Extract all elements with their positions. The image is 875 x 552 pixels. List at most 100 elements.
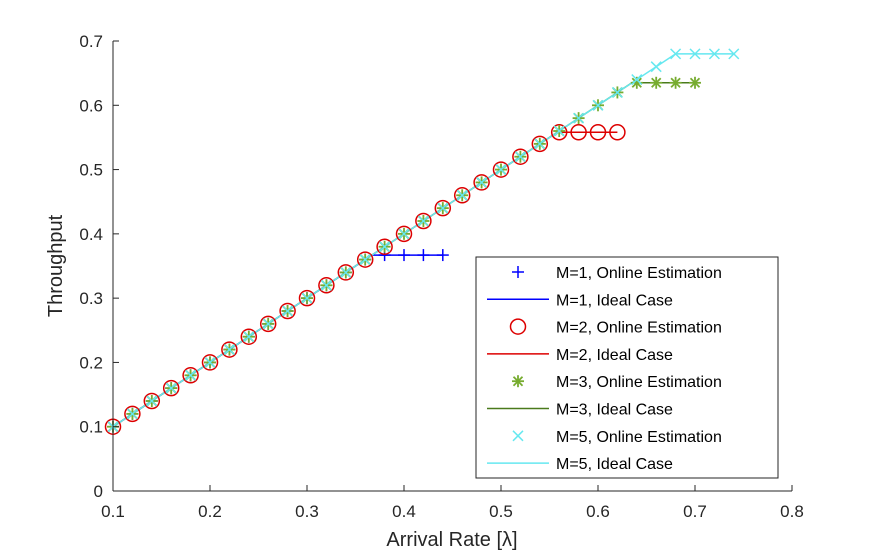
data-point-cross-d2 [398, 228, 410, 240]
x-tick-label: 0.5 [489, 502, 513, 521]
data-point-circle [259, 315, 277, 333]
legend-label: M=2, Ideal Case [556, 347, 673, 364]
data-point-circle-ring [356, 251, 374, 268]
data-point-circle [298, 289, 316, 307]
data-point-cross [340, 266, 352, 278]
data-point-cross-d2 [223, 344, 235, 356]
legend: M=1, Online Estimation M=1, Ideal Case M=2… [475, 256, 779, 479]
data-point-cross-d2 [282, 305, 294, 317]
data-point-cross-d2 [185, 369, 197, 381]
data-point-cross [398, 228, 410, 240]
data-point-cross-d2 [126, 408, 138, 420]
ticks-layer: 0.1 0.2 0.3 0.4 0.5 0.6 0.7 0.800.10.20.30.40.5… [79, 32, 803, 521]
legend-item: M=2, Ideal Case [487, 347, 673, 364]
legend-item: M=1, Ideal Case [487, 292, 673, 309]
data-point-cross-d2 [320, 279, 332, 291]
data-point-circle [473, 174, 490, 191]
data-point-circle-ring [531, 135, 549, 153]
data-point-cross-d2 [476, 176, 488, 188]
legend-label: M=2, Online Estimation [556, 320, 722, 337]
data-point-asterisk-d2 [670, 77, 681, 88]
data-point-circle-ring [570, 124, 587, 141]
data-point-cross-d2 [689, 48, 701, 60]
data-point-circle [356, 251, 374, 268]
data-point-cross [689, 48, 701, 60]
legend-label: M=5, Ideal Case [556, 456, 673, 473]
data-point-circle [240, 328, 258, 345]
y-tick-label: 0.5 [79, 161, 103, 180]
data-point-cross-d2 [165, 382, 177, 394]
data-point-cross [456, 189, 468, 201]
data-point-circle-ring [259, 315, 277, 333]
data-point-cross [379, 241, 391, 253]
y-axis-label: Throughput [45, 214, 67, 317]
data-point-circle [550, 124, 568, 141]
data-point-circle-ring [318, 277, 335, 294]
data-point-circle-ring [415, 212, 432, 230]
data-point-cross-d2 [611, 86, 623, 98]
data-point-circle-ring [221, 341, 238, 358]
legend-swatch-marker-d2 [512, 430, 524, 442]
data-point-cross-d2 [359, 254, 371, 266]
axes-layer [112, 41, 792, 492]
data-point-cross [185, 369, 197, 381]
data-point-circle-ring [201, 354, 219, 371]
data-point-cross-d2 [650, 61, 662, 73]
data-point-cross [670, 48, 682, 60]
data-point-cross [573, 112, 585, 124]
data-point-cross [476, 176, 488, 188]
data-point-circle [124, 405, 141, 423]
data-point-circle-ring [550, 124, 568, 141]
data-point-cross-d2 [573, 112, 585, 124]
data-point-circle-ring [279, 302, 296, 320]
legend-item: M=5, Online Estimation [512, 429, 722, 446]
y-tick-label: 0.4 [79, 225, 103, 244]
data-point-cross [204, 356, 216, 368]
data-point-cross [514, 151, 526, 163]
data-point-cross [126, 408, 138, 420]
data-point-cross [301, 292, 313, 304]
data-point-circle-ring [143, 392, 161, 410]
data-point-circle [221, 341, 238, 358]
data-point-circle-ring [512, 148, 529, 165]
legend-swatch-marker-ring [509, 318, 527, 335]
data-point-cross-d2 [728, 48, 740, 60]
data-point-circle [162, 379, 180, 397]
data-point-cross-d2 [437, 202, 449, 214]
y-tick-label: 0.7 [79, 32, 103, 51]
data-point-circle-ring [240, 328, 258, 345]
data-point-circle [182, 367, 199, 384]
data-point-plus [417, 249, 430, 262]
data-point-circle [570, 124, 587, 141]
data-point-cross-d2 [631, 74, 643, 86]
data-point-cross [223, 344, 235, 356]
legend-swatch-marker [512, 375, 524, 388]
x-tick-label: 0.7 [683, 502, 707, 521]
data-point-cross-d2 [670, 48, 682, 60]
data-point-cross-d2 [456, 189, 468, 201]
legend-label: M=1, Ideal Case [556, 292, 673, 309]
data-point-cross [495, 164, 507, 176]
data-point-circle [512, 148, 529, 165]
data-point-cross [650, 61, 662, 73]
data-point-cross [146, 395, 158, 407]
series-layer [104, 48, 740, 435]
y-tick-label: 0 [94, 482, 103, 501]
series-markers-2 [104, 124, 626, 435]
legend-item: M=5, Ideal Case [487, 456, 673, 473]
data-point-cross-d2 [243, 331, 255, 343]
data-point-cross [262, 318, 274, 330]
data-point-cross [165, 382, 177, 394]
data-point-circle-ring [473, 174, 490, 191]
data-point-circle [279, 302, 296, 320]
legend-label: M=5, Online Estimation [556, 429, 722, 446]
x-tick-label: 0.6 [586, 502, 610, 521]
data-point-cross-d2 [495, 164, 507, 176]
data-point-circle [589, 124, 607, 141]
data-point-circle-ring [124, 405, 141, 423]
data-point-cross [320, 279, 332, 291]
x-axis-label: Arrival Rate [λ] [386, 529, 517, 551]
data-point-asterisk-d2 [689, 77, 701, 88]
data-point-cross [243, 331, 255, 343]
data-point-circle [434, 199, 452, 217]
